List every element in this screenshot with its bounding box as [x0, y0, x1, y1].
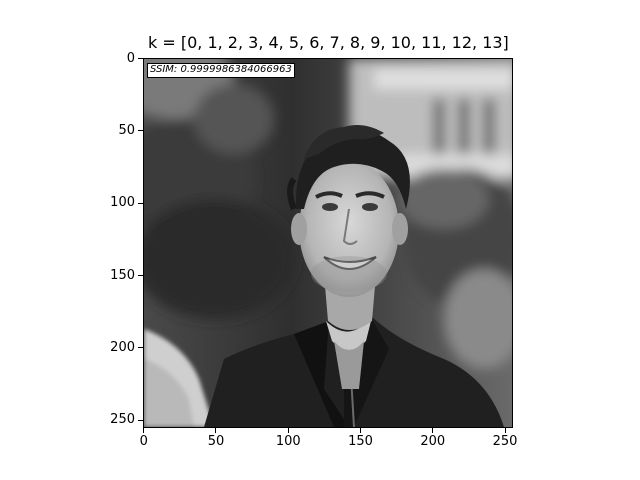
x-tick-mark	[215, 428, 217, 433]
x-tick-label: 200	[420, 434, 446, 449]
grayscale-portrait-image	[144, 59, 512, 427]
x-tick-label: 150	[348, 434, 373, 449]
y-tick-mark	[138, 130, 143, 132]
y-tick-label: 150	[110, 267, 135, 283]
y-tick-label: 100	[110, 195, 135, 211]
y-tick-label: 50	[118, 122, 135, 138]
y-tick-label: 200	[110, 339, 135, 355]
x-tick-label: 100	[275, 434, 301, 449]
y-tick-mark	[138, 58, 143, 60]
x-tick-label: 250	[492, 434, 518, 449]
y-tick-mark	[138, 347, 143, 349]
y-tick-label: 250	[110, 412, 135, 428]
plot-title: k = [0, 1, 2, 3, 4, 5, 6, 7, 8, 9, 10, 1…	[148, 33, 509, 52]
x-tick-mark	[432, 428, 434, 433]
image-axes	[143, 58, 513, 428]
x-tick-mark	[287, 428, 289, 433]
x-tick-label: 50	[207, 434, 225, 449]
ssim-annotation: SSIM: 0.9999986384066963	[147, 63, 295, 78]
x-tick-mark	[360, 428, 362, 433]
y-tick-mark	[138, 202, 143, 204]
y-tick-label: 0	[126, 50, 135, 66]
x-tick-mark	[143, 428, 145, 433]
y-tick-mark	[138, 419, 143, 421]
x-tick-label: 0	[139, 434, 148, 449]
y-tick-mark	[138, 275, 143, 277]
x-tick-mark	[504, 428, 506, 433]
